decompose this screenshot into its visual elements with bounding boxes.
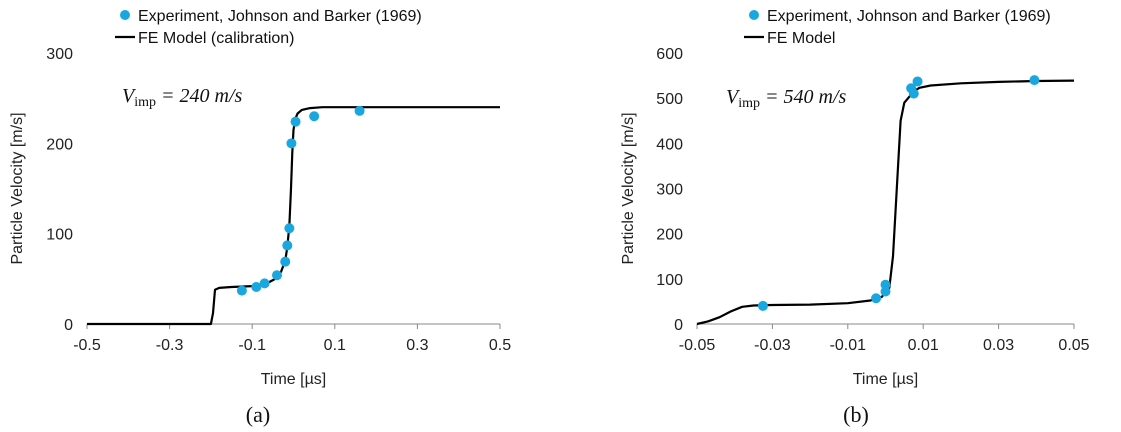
legend: Experiment, Johnson and Barker (1969) FE … <box>744 8 1051 47</box>
experiment-point <box>236 285 247 296</box>
legend: Experiment, Johnson and Barker (1969) FE … <box>115 8 422 47</box>
experiment-point <box>251 281 262 292</box>
x-axis-label: Time [µs] <box>261 371 327 388</box>
experiment-point <box>908 88 919 99</box>
experiment-point <box>259 278 270 289</box>
y-tick-label: 400 <box>656 136 683 153</box>
y-tick-label: 100 <box>656 272 683 289</box>
legend-label-fe-model: FE Model (calibration) <box>138 30 295 47</box>
experiment-point <box>912 76 923 87</box>
experiment-point <box>757 300 768 311</box>
y-axis-label: Particle Velocity [m/s] <box>9 112 26 264</box>
experiment-point <box>282 240 293 251</box>
panel-caption: (a) <box>246 402 270 427</box>
experiment-point <box>880 279 891 290</box>
x-tick-label: -0.05 <box>679 337 716 354</box>
y-axis-label: Particle Velocity [m/s] <box>620 112 637 264</box>
x-tick-label: 0.05 <box>1058 337 1089 354</box>
y-tick-label: 0 <box>64 317 73 334</box>
x-tick-label: 0.3 <box>406 337 428 354</box>
y-tick-label: 200 <box>46 136 73 153</box>
legend-label-experiment: Experiment, Johnson and Barker (1969) <box>138 8 422 25</box>
chart-panel-a: -0.5 -0.3 -0.1 0.1 0.3 0.5 0 100 200 300 Time [µs]… <box>9 8 511 427</box>
x-tick-label: 0.03 <box>983 337 1014 354</box>
y-tick-label: 300 <box>656 182 683 199</box>
y-tick-label: 100 <box>46 227 73 244</box>
x-tick-label: -0.01 <box>830 337 867 354</box>
chart-panel-b: -0.05 -0.03 -0.01 0.01 0.03 0.05 0 100 200 300 400… <box>620 8 1090 427</box>
x-tick-label: -0.03 <box>754 337 791 354</box>
impact-velocity-annotation: Vimp = 540 m/s <box>726 86 846 111</box>
y-tick-label: 0 <box>674 317 683 334</box>
x-tick-label: 0.01 <box>908 337 939 354</box>
x-tick-label: -0.3 <box>156 337 184 354</box>
impact-velocity-annotation: Vimp = 240 m/s <box>122 85 242 110</box>
y-tick-label: 600 <box>656 46 683 63</box>
y-tick-label: 500 <box>656 91 683 108</box>
experiment-point <box>309 111 320 122</box>
experiment-point <box>1029 75 1040 86</box>
y-tick-label: 300 <box>46 46 73 63</box>
x-tick-label: 0.1 <box>324 337 346 354</box>
experiment-point <box>271 270 282 281</box>
experiment-point <box>286 138 297 149</box>
experiment-point <box>284 223 295 234</box>
experiment-point <box>354 105 365 116</box>
panel-caption: (b) <box>843 402 869 427</box>
x-tick-label: 0.5 <box>489 337 511 354</box>
legend-marker-experiment <box>749 10 759 20</box>
y-tick-label: 200 <box>656 227 683 244</box>
x-tick-label: -0.1 <box>238 337 266 354</box>
legend-label-fe-model: FE Model <box>767 30 835 47</box>
x-axis-label: Time [µs] <box>853 371 919 388</box>
experiment-point <box>280 256 291 267</box>
legend-label-experiment: Experiment, Johnson and Barker (1969) <box>767 8 1051 25</box>
experiment-point <box>290 116 301 127</box>
fe-model-line <box>696 79 1075 326</box>
x-tick-label: -0.5 <box>73 337 101 354</box>
legend-marker-experiment <box>120 10 130 20</box>
experiment-point <box>871 293 882 304</box>
